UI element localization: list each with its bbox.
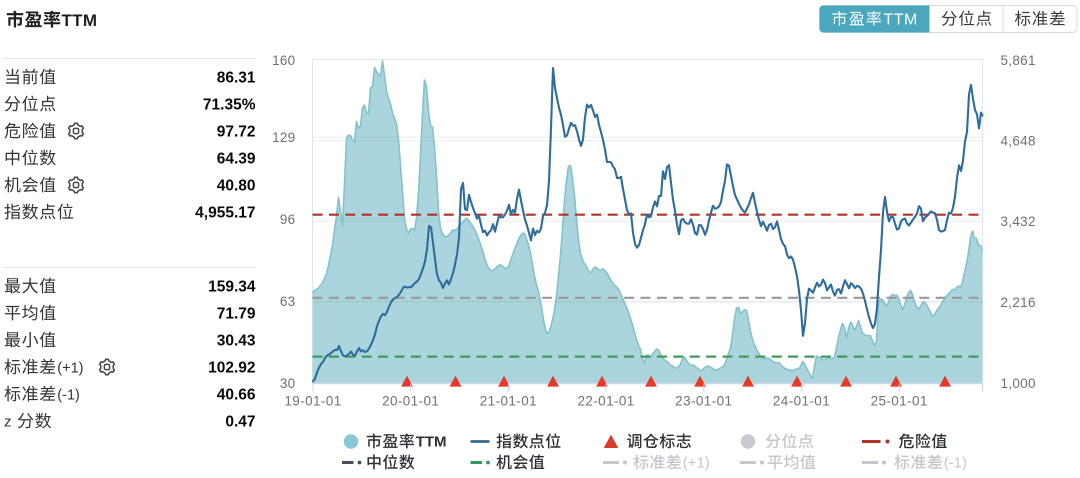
svg-text:63: 63: [280, 294, 296, 309]
svg-text:25-01-01: 25-01-01: [871, 394, 928, 409]
svg-text:4,955.17: 4,955.17: [195, 205, 255, 222]
svg-text:40.80: 40.80: [217, 178, 256, 195]
svg-text:(-1): (-1): [57, 388, 80, 404]
svg-text:5,861: 5,861: [1001, 53, 1036, 68]
svg-text:24-01-01: 24-01-01: [773, 394, 830, 409]
svg-text:129: 129: [272, 130, 295, 145]
svg-text:22-01-01: 22-01-01: [577, 394, 634, 409]
svg-text:23-01-01: 23-01-01: [675, 394, 732, 409]
svg-text:30: 30: [280, 376, 296, 391]
svg-text:19-01-01: 19-01-01: [284, 394, 341, 409]
svg-text:(+1): (+1): [683, 455, 710, 472]
svg-text:159.34: 159.34: [208, 279, 256, 296]
svg-text:TTM: TTM: [416, 434, 447, 451]
svg-text:(+1): (+1): [57, 361, 83, 377]
svg-text:97.72: 97.72: [217, 124, 256, 141]
svg-text:86.31: 86.31: [217, 70, 256, 87]
svg-text:0.47: 0.47: [225, 414, 255, 431]
svg-text:1,000: 1,000: [1001, 376, 1036, 391]
svg-text:2,216: 2,216: [1001, 295, 1036, 310]
svg-text:64.39: 64.39: [217, 151, 256, 168]
svg-text:71.79: 71.79: [217, 306, 256, 323]
svg-text:96: 96: [280, 212, 296, 227]
svg-text:21-01-01: 21-01-01: [480, 394, 537, 409]
svg-text:71.35%: 71.35%: [203, 97, 256, 114]
svg-text:TTM: TTM: [884, 12, 918, 29]
svg-text:z: z: [4, 414, 12, 431]
svg-text:4,648: 4,648: [1001, 133, 1036, 148]
svg-text:40.66: 40.66: [217, 387, 256, 404]
svg-text:30.43: 30.43: [217, 333, 256, 350]
svg-text:20-01-01: 20-01-01: [382, 394, 439, 409]
svg-text:TTM: TTM: [62, 11, 98, 30]
svg-text:102.92: 102.92: [208, 360, 255, 377]
svg-text:(-1): (-1): [944, 455, 967, 472]
svg-text:160: 160: [272, 53, 295, 68]
svg-text:3,432: 3,432: [1001, 214, 1036, 229]
